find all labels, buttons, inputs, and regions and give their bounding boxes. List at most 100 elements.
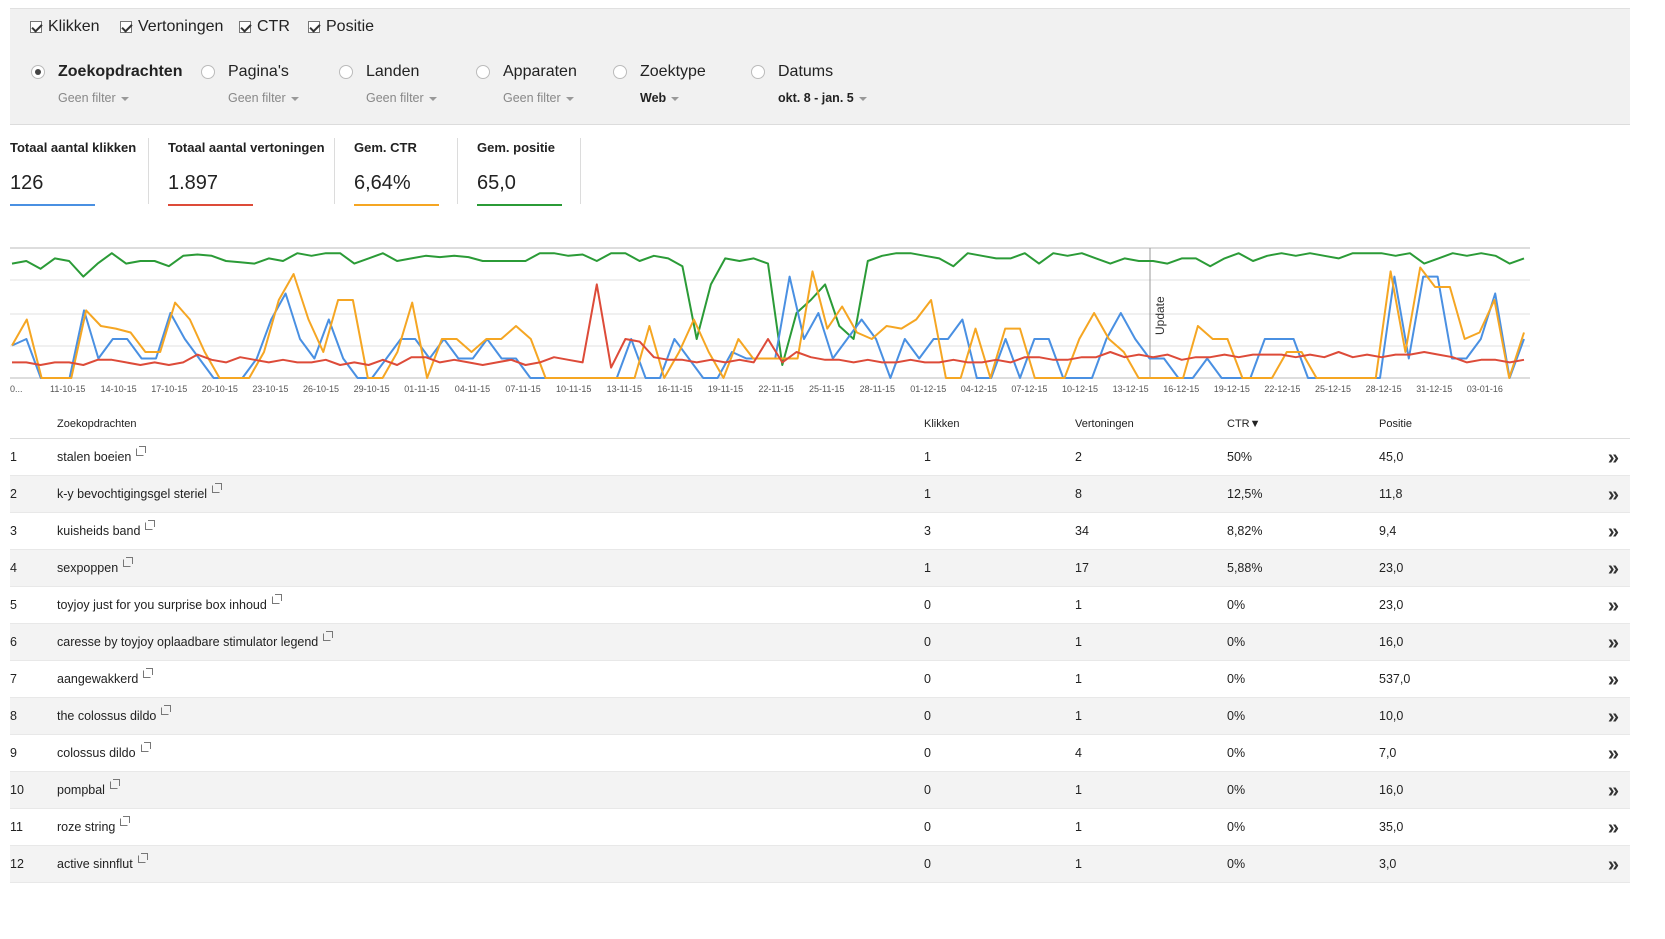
expand-row-icon[interactable]: » — [1607, 447, 1619, 469]
query-cell[interactable]: k-y bevochtigingsgel steriel — [57, 483, 223, 501]
dimension-paginas[interactable]: Pagina's Geen filter — [201, 63, 299, 105]
dimension-zoektype[interactable]: Zoektype Web — [613, 63, 706, 105]
query-cell[interactable]: pompbal — [57, 779, 120, 797]
row-number: 7 — [10, 672, 17, 686]
external-link-icon[interactable] — [161, 705, 172, 715]
query-cell[interactable]: roze string — [57, 816, 131, 834]
checkbox-icon[interactable] — [239, 21, 251, 33]
expand-row-icon[interactable]: » — [1607, 595, 1619, 617]
query-cell[interactable]: kuisheids band — [57, 520, 156, 538]
radio-icon[interactable] — [613, 65, 627, 79]
table-body: 1 stalen boeien 1 2 50% 45,0» 2 k-y bevochtigin… — [10, 439, 1630, 883]
performance-chart[interactable]: Update 0... 11-10-15 14-10-15 17-10-15 20-10-… — [10, 240, 1540, 400]
expand-row-icon[interactable]: » — [1607, 780, 1619, 802]
external-link-icon[interactable] — [109, 779, 120, 789]
impressions-cell: 2 — [1075, 450, 1082, 464]
checkbox-icon[interactable] — [120, 21, 132, 33]
total-positie[interactable]: Gem. positie 65,0 — [477, 136, 572, 206]
query-cell[interactable]: the colossus dildo — [57, 705, 172, 723]
external-link-icon[interactable] — [123, 557, 134, 567]
filter-dropdown[interactable]: Geen filter — [228, 91, 299, 105]
checkbox-icon[interactable] — [30, 21, 42, 33]
table-row[interactable]: 3 kuisheids band 3 34 8,82% 9,4 » — [10, 513, 1630, 550]
table-row[interactable]: 9 colossus dildo 0 4 0% 7,0 » — [10, 735, 1630, 772]
radio-selected-icon[interactable] — [31, 65, 45, 79]
x-tick-label: 13-12-15 — [1113, 384, 1149, 394]
dimension-datums[interactable]: Datums okt. 8 - jan. 5 — [751, 63, 867, 105]
external-link-icon[interactable] — [145, 520, 156, 530]
metric-checkbox-klikken[interactable]: Klikken — [30, 18, 100, 36]
expand-row-icon[interactable]: » — [1607, 521, 1619, 543]
expand-row-icon[interactable]: » — [1607, 706, 1619, 728]
header-ctr[interactable]: CTR▼ — [1227, 418, 1261, 430]
filter-dropdown[interactable]: Web — [640, 91, 706, 105]
table-row[interactable]: 4 sexpoppen 1 17 5,88% 23,0 » — [10, 550, 1630, 587]
x-tick-label: 28-11-15 — [860, 384, 895, 394]
table-row[interactable]: 12 active sinnflut 0 1 0% 3,0 » — [10, 846, 1630, 883]
expand-row-icon[interactable]: » — [1607, 669, 1619, 691]
query-cell[interactable]: toyjoy just for you surprise box inhoud — [57, 594, 282, 612]
external-link-icon[interactable] — [137, 853, 148, 863]
query-cell[interactable]: active sinnflut — [57, 853, 148, 871]
impressions-cell: 1 — [1075, 857, 1082, 871]
dimension-zoekopdrachten[interactable]: Zoekopdrachten Geen filter — [31, 63, 182, 105]
radio-icon[interactable] — [751, 65, 765, 79]
line-chart-svg: Update 0... 11-10-15 14-10-15 17-10-15 20-10-… — [10, 247, 1530, 394]
external-link-icon[interactable] — [140, 742, 151, 752]
table-row[interactable]: 6 caresse by toyjoy oplaadbare stimulator… — [10, 624, 1630, 661]
query-cell[interactable]: caresse by toyjoy oplaadbare stimulator … — [57, 631, 334, 649]
row-number: 1 — [10, 450, 17, 464]
checkbox-icon[interactable] — [308, 21, 320, 33]
header-impressions[interactable]: Vertoningen — [1075, 418, 1134, 430]
expand-row-icon[interactable]: » — [1607, 558, 1619, 580]
expand-row-icon[interactable]: » — [1607, 817, 1619, 839]
queries-table: Zoekopdrachten Klikken Vertoningen CTR▼ … — [10, 410, 1630, 883]
underline-positie — [477, 204, 562, 206]
caret-down-icon — [565, 96, 574, 101]
total-ctr[interactable]: Gem. CTR 6,64% — [354, 136, 444, 206]
query-cell[interactable]: sexpoppen — [57, 557, 134, 575]
x-tick-label: 25-11-15 — [809, 384, 844, 394]
table-row[interactable]: 5 toyjoy just for you surprise box inhoud… — [10, 587, 1630, 624]
filter-dropdown[interactable]: Geen filter — [366, 91, 437, 105]
clicks-cell: 0 — [924, 709, 931, 723]
expand-row-icon[interactable]: » — [1607, 632, 1619, 654]
external-link-icon[interactable] — [323, 631, 334, 641]
header-query[interactable]: Zoekopdrachten — [57, 418, 137, 430]
dimension-apparaten[interactable]: Apparaten Geen filter — [476, 63, 577, 105]
query-cell[interactable]: stalen boeien — [57, 446, 147, 464]
table-row[interactable]: 10 pompbal 0 1 0% 16,0 » — [10, 772, 1630, 809]
external-link-icon[interactable] — [143, 668, 154, 678]
metric-checkbox-ctr[interactable]: CTR — [239, 18, 290, 36]
external-link-icon[interactable] — [271, 594, 282, 604]
table-row[interactable]: 11 roze string 0 1 0% 35,0 » — [10, 809, 1630, 846]
radio-icon[interactable] — [339, 65, 353, 79]
external-link-icon[interactable] — [136, 446, 147, 456]
date-range-dropdown[interactable]: okt. 8 - jan. 5 — [778, 91, 867, 105]
row-number: 9 — [10, 746, 17, 760]
table-row[interactable]: 7 aangewakkerd 0 1 0% 537,0 » — [10, 661, 1630, 698]
query-cell[interactable]: aangewakkerd — [57, 668, 154, 686]
radio-icon[interactable] — [476, 65, 490, 79]
expand-row-icon[interactable]: » — [1607, 484, 1619, 506]
metric-checkbox-positie[interactable]: Positie — [308, 18, 374, 36]
dimension-landen[interactable]: Landen Geen filter — [339, 63, 437, 105]
query-cell[interactable]: colossus dildo — [57, 742, 151, 760]
total-klikken[interactable]: Totaal aantal klikken 126 — [10, 136, 140, 206]
table-row[interactable]: 2 k-y bevochtigingsgel steriel 1 8 12,5% 11,8… — [10, 476, 1630, 513]
expand-row-icon[interactable]: » — [1607, 743, 1619, 765]
header-position[interactable]: Positie — [1379, 418, 1413, 430]
table-row[interactable]: 8 the colossus dildo 0 1 0% 10,0 » — [10, 698, 1630, 735]
header-clicks[interactable]: Klikken — [924, 418, 960, 430]
external-link-icon[interactable] — [120, 816, 131, 826]
filter-dropdown[interactable]: Geen filter — [503, 91, 577, 105]
metric-checkbox-vertoningen[interactable]: Vertoningen — [120, 18, 223, 36]
x-tick-label: 22-11-15 — [758, 384, 793, 394]
table-row[interactable]: 1 stalen boeien 1 2 50% 45,0 » — [10, 439, 1630, 476]
filter-dropdown[interactable]: Geen filter — [58, 91, 182, 105]
external-link-icon[interactable] — [212, 483, 223, 493]
radio-icon[interactable] — [201, 65, 215, 79]
expand-row-icon[interactable]: » — [1607, 854, 1619, 876]
total-vertoningen[interactable]: Totaal aantal vertoningen 1.897 — [168, 136, 328, 206]
dimension-bar: Zoekopdrachten Geen filter Pagina's Geen… — [10, 46, 1630, 125]
